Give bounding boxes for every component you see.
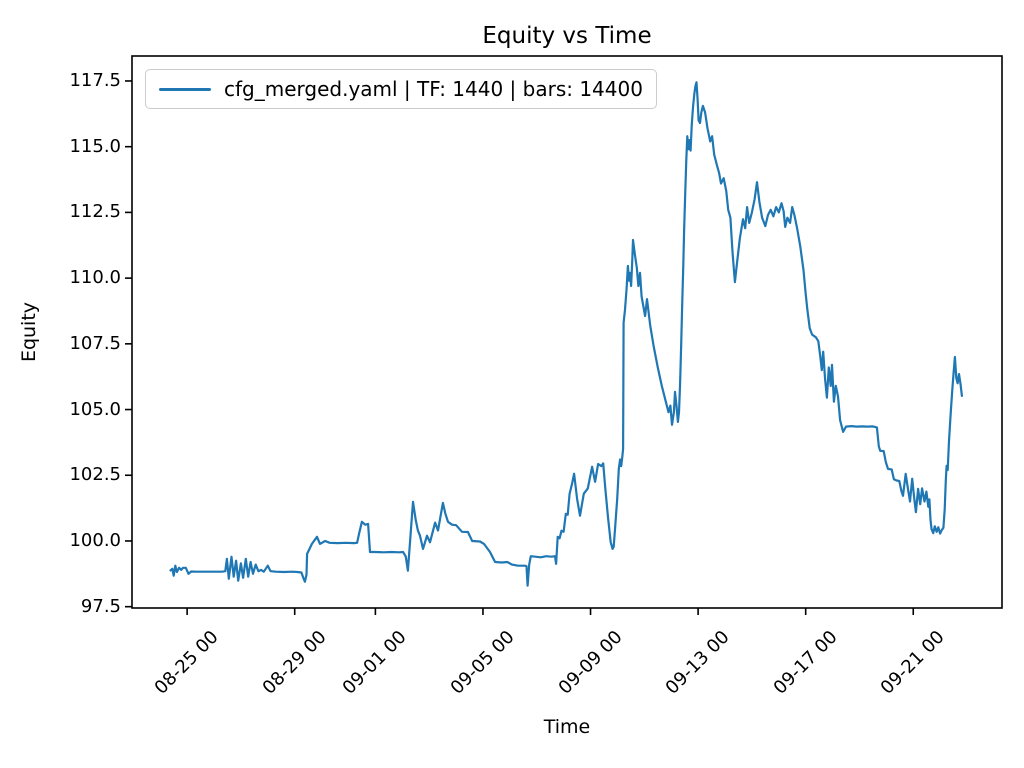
chart-title: Equity vs Time bbox=[482, 23, 652, 49]
equity-series-line bbox=[169, 81, 964, 587]
y-tick-label: 117.5 bbox=[69, 69, 121, 91]
y-tick-label: 100.0 bbox=[69, 529, 121, 551]
legend: cfg_merged.yaml | TF: 1440 | bars: 14400 bbox=[145, 69, 657, 109]
y-tick-label: 115.0 bbox=[69, 135, 121, 157]
y-tick-label: 105.0 bbox=[69, 398, 121, 420]
plot-frame bbox=[131, 55, 1003, 609]
y-tick-label: 97.5 bbox=[80, 595, 121, 617]
y-tick-label: 107.5 bbox=[69, 332, 121, 354]
legend-line-sample bbox=[159, 87, 211, 91]
y-tick-label: 102.5 bbox=[69, 464, 121, 486]
x-axis-label: Time bbox=[543, 716, 591, 738]
legend-label: cfg_merged.yaml | TF: 1440 | bars: 14400 bbox=[224, 77, 643, 101]
y-tick-label: 112.5 bbox=[69, 201, 121, 223]
y-tick-label: 110.0 bbox=[69, 267, 121, 289]
